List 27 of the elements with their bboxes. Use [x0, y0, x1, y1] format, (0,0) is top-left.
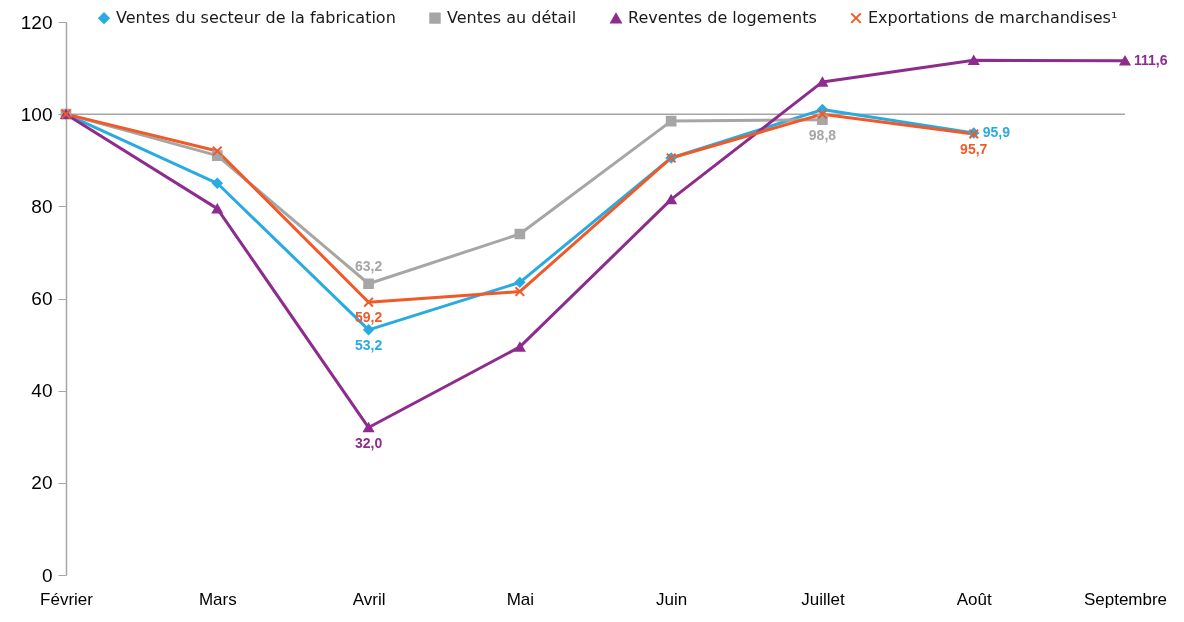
- x-tick-label: Mai: [506, 589, 535, 609]
- x-tick-label: Avril: [352, 589, 386, 609]
- legend-label: Exportations de marchandises¹: [868, 8, 1118, 28]
- legend-label: Reventes de logements: [628, 8, 817, 28]
- y-tick-label: 40: [31, 380, 53, 402]
- data-label: 95,9: [982, 124, 1011, 141]
- data-label: 59,2: [354, 309, 383, 326]
- x-tick-label: Août: [956, 589, 992, 609]
- y-tick-label: 20: [31, 472, 53, 494]
- x-tick-label: Juin: [656, 589, 688, 609]
- data-label: 111,6: [1134, 51, 1168, 68]
- y-tick-label: 0: [41, 564, 53, 586]
- x-tick-label: Février: [40, 589, 94, 609]
- data-label: 98,8: [808, 126, 837, 143]
- y-tick-label: 80: [31, 195, 53, 217]
- y-tick-label: 60: [31, 288, 53, 309]
- data-label: 32,0: [354, 434, 383, 451]
- x-tick-label: Mars: [198, 589, 237, 609]
- data-label: 95,7: [960, 140, 988, 157]
- y-tick-label: 100: [20, 103, 53, 125]
- y-tick-label: 120: [20, 11, 53, 33]
- legend-label: Ventes du secteur de la fabrication: [116, 8, 396, 28]
- data-label: 53,2: [354, 336, 383, 353]
- x-tick-label: Juillet: [801, 589, 845, 609]
- x-tick-label: Septembre: [1083, 589, 1168, 609]
- legend-label: Ventes au détail: [447, 8, 577, 28]
- data-label: 63,2: [354, 257, 383, 274]
